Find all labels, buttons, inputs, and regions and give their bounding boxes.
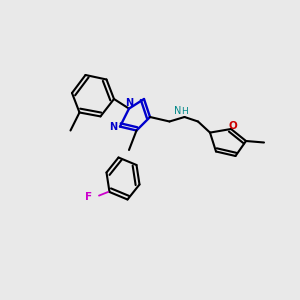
Text: O: O [228,121,237,131]
Text: N: N [125,98,133,108]
Text: F: F [85,191,92,202]
Text: N: N [174,106,182,116]
Text: N: N [109,122,118,132]
Text: H: H [181,106,188,116]
